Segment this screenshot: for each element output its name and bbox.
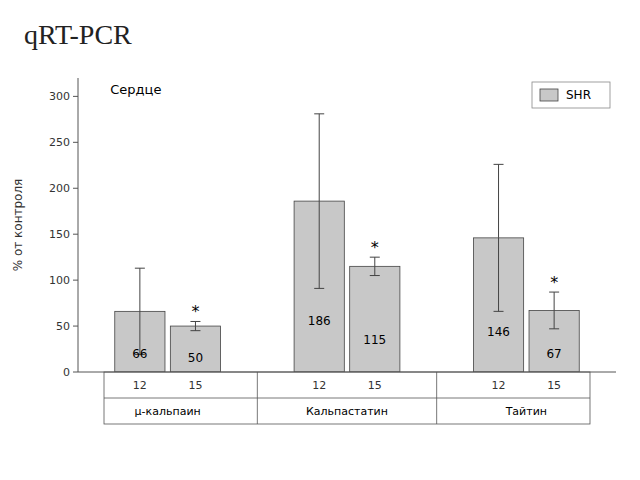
y-tick	[73, 280, 78, 281]
x-tick-label: 15	[547, 379, 561, 392]
y-axis-label: % от контроля	[11, 179, 25, 272]
x-tick-label: 15	[188, 379, 202, 392]
data-label: 186	[308, 314, 331, 328]
y-tick-label: 50	[56, 320, 70, 333]
group-divider	[257, 372, 258, 424]
error-bar-upper	[314, 114, 324, 201]
x-tick-label: 12	[492, 379, 506, 392]
error-bar-upper	[135, 268, 145, 311]
y-tick	[73, 326, 78, 327]
y-tick	[73, 142, 78, 143]
error-bar	[494, 164, 504, 311]
error-bar-upper	[494, 164, 504, 238]
bar	[294, 201, 344, 372]
error-bar	[549, 292, 559, 329]
error-bar-upper	[190, 321, 200, 326]
data-label: 50	[188, 351, 203, 365]
bar	[473, 238, 523, 372]
annotation: *	[550, 273, 558, 292]
bar	[529, 310, 579, 372]
error-bar-upper	[549, 292, 559, 310]
error-bar	[314, 114, 324, 289]
y-tick	[73, 96, 78, 97]
data-label: 66	[132, 347, 147, 361]
y-tick	[73, 234, 78, 235]
y-tick-label: 100	[49, 274, 70, 287]
bar	[170, 326, 220, 372]
group-label: Тайтин	[505, 405, 547, 418]
data-label: 146	[487, 325, 510, 339]
group-divider	[436, 372, 437, 424]
group-label: μ-кальпаин	[135, 405, 201, 418]
x-tick-label: 12	[133, 379, 147, 392]
x-tick-label: 15	[368, 379, 382, 392]
bar	[115, 311, 165, 372]
subtitle: Сердце	[110, 82, 161, 97]
data-label: 67	[546, 347, 561, 361]
error-bar-lower	[494, 238, 504, 311]
x-axis: 1215μ-кальпаин1215Кальпастатин1215Тайтин	[104, 372, 590, 424]
y-tick-label: 200	[49, 182, 70, 195]
legend: SHR	[532, 82, 610, 108]
legend-label: SHR	[566, 88, 591, 102]
label-frame	[104, 372, 590, 424]
error-bar	[135, 268, 145, 354]
bars	[115, 114, 579, 372]
y-axis: 0 50 100 150 200 250 300	[49, 78, 78, 379]
bar	[350, 266, 400, 372]
error-bar-upper	[370, 257, 380, 266]
error-bar-lower	[370, 266, 380, 275]
group-label: Кальпастатин	[306, 405, 388, 418]
error-bar-lower	[190, 326, 200, 331]
y-tick-label: 250	[49, 136, 70, 149]
error-bar-lower	[314, 201, 324, 288]
legend-frame	[532, 82, 610, 108]
annotation: *	[371, 238, 379, 257]
error-bar	[190, 321, 200, 330]
title: qRT-PCR	[24, 19, 132, 50]
y-tick-label: 300	[49, 90, 70, 103]
error-bar	[370, 257, 380, 275]
error-bar-lower	[549, 310, 559, 328]
y-tick-label: 150	[49, 228, 70, 241]
y-tick	[73, 188, 78, 189]
y-tick	[73, 372, 78, 373]
chart-svg: qRT-PCR 0 50 100 150 200 250 300 % от контроля 66…	[0, 0, 640, 480]
legend-swatch	[540, 89, 558, 101]
y-axis-line	[78, 78, 79, 372]
data-label: 115	[363, 333, 386, 347]
y-tick-label: 0	[63, 366, 70, 379]
chart-container: qRT-PCR 0 50 100 150 200 250 300 % от контроля 66…	[0, 0, 640, 480]
annotation: *	[191, 302, 199, 321]
label-row-divider	[104, 398, 590, 399]
x-tick-label: 12	[312, 379, 326, 392]
